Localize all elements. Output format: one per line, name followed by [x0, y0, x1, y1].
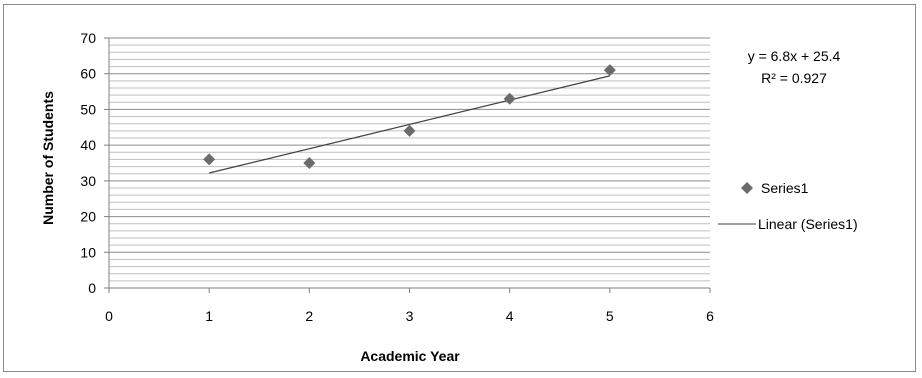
data-point [403, 124, 416, 137]
data-points [203, 64, 616, 169]
x-tick-label: 3 [406, 308, 414, 324]
y-tick-label: 20 [80, 209, 96, 225]
y-tick-label: 50 [80, 101, 96, 117]
x-tick-labels: 0 1 2 3 4 5 6 [105, 308, 714, 324]
major-gridlines [109, 37, 710, 253]
y-tick-label: 70 [80, 30, 96, 46]
y-tick-label: 0 [88, 280, 96, 296]
trendline-equation: y = 6.8x + 25.4 [748, 48, 841, 64]
minor-gridlines [109, 44, 710, 282]
data-point [503, 92, 516, 105]
axes [104, 37, 711, 293]
y-tick-label: 60 [80, 66, 96, 82]
y-axis-title: Number of Students [40, 91, 56, 225]
x-tick-label: 4 [506, 308, 514, 324]
trendline-group [209, 75, 610, 174]
x-tick-label: 0 [105, 308, 113, 324]
legend: Series1 Linear (Series1) [718, 180, 858, 232]
legend-series1-marker [741, 182, 753, 194]
y-tick-label: 10 [80, 244, 96, 260]
x-tick-label: 1 [205, 308, 213, 324]
y-tick-labels: 0 10 20 30 40 50 60 70 [80, 30, 96, 296]
trendline [209, 75, 610, 174]
y-tick-label: 30 [80, 173, 96, 189]
trendline-r-squared: R² = 0.927 [761, 70, 827, 86]
y-tick-label: 40 [80, 137, 96, 153]
data-point [603, 64, 616, 77]
data-point [303, 157, 316, 169]
legend-series1-label: Series1 [761, 180, 809, 196]
data-point [203, 153, 216, 166]
x-tick-label: 6 [706, 308, 714, 324]
x-tick-label: 5 [606, 308, 614, 324]
x-tick-label: 2 [305, 308, 313, 324]
legend-trendline-label: Linear (Series1) [758, 216, 858, 232]
x-axis-title: Academic Year [360, 348, 460, 364]
